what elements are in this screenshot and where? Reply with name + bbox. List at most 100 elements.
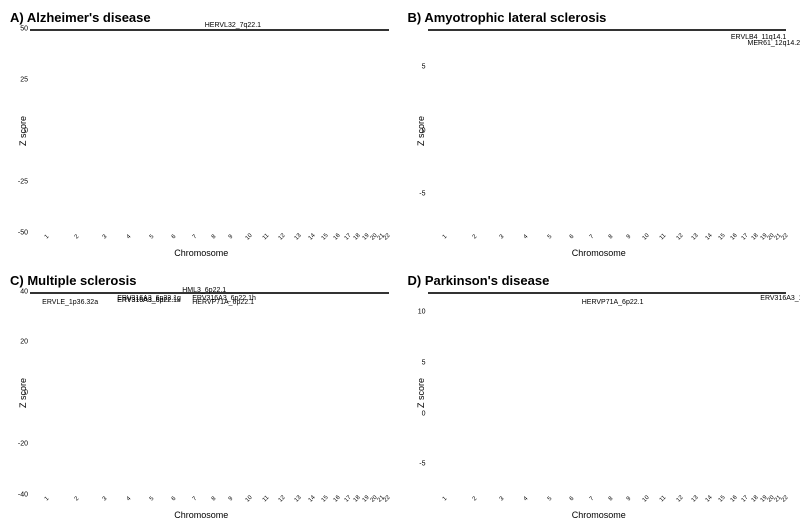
x-tick-label: 9 [228, 496, 235, 503]
x-tick-label: 17 [343, 232, 352, 241]
x-tick-label: 17 [741, 495, 750, 504]
x-tick-label: 8 [211, 233, 218, 240]
x-tick-label: 9 [626, 496, 633, 503]
x-tick-label: 10 [244, 232, 253, 241]
x-tick-label: 17 [343, 495, 352, 504]
x-tick-label: 16 [730, 232, 739, 241]
panel-title: C) Multiple sclerosis [10, 273, 393, 288]
x-tick-label: 12 [278, 495, 287, 504]
x-tick-label: 8 [608, 496, 615, 503]
x-tick-label: 1 [44, 496, 51, 503]
plot-wrap: Z score -505 ERVLB4_11q14.1MER61_12q14.2… [428, 29, 787, 233]
x-tick-label: 13 [691, 495, 700, 504]
y-ticks: -40-2002040 [12, 292, 28, 496]
x-tick-label: 11 [261, 495, 270, 504]
annotation-label: HERVP71A_6p22.1 [582, 299, 644, 306]
x-tick-label: 6 [171, 233, 178, 240]
panel-title: D) Parkinson's disease [408, 273, 791, 288]
x-tick-label: 22 [383, 232, 392, 241]
x-tick-label: 1 [442, 496, 449, 503]
annotation-label: MER61_12q14.2 [748, 40, 800, 47]
x-tick-label: 16 [332, 232, 341, 241]
x-tick-label: 7 [191, 233, 198, 240]
x-ticks: 12345678910111213141516171819202122 [30, 235, 389, 245]
y-tick-label: 40 [12, 288, 28, 295]
x-tick-label: 11 [659, 495, 668, 504]
x-tick-label: 15 [718, 232, 727, 241]
y-tick-label: -25 [12, 178, 28, 185]
x-tick-label: 18 [751, 232, 760, 241]
x-ticks: 12345678910111213141516171819202122 [30, 497, 389, 507]
x-tick-label: 3 [102, 233, 109, 240]
x-ticks: 12345678910111213141516171819202122 [428, 235, 787, 245]
panel-title: B) Amyotrophic lateral sclerosis [408, 10, 791, 25]
y-tick-label: 25 [12, 76, 28, 83]
x-tick-label: 7 [589, 496, 596, 503]
x-tick-label: 1 [44, 233, 51, 240]
x-tick-label: 2 [472, 496, 479, 503]
x-tick-label: 8 [211, 496, 218, 503]
annotation-label: HML3_6p22.1 [182, 287, 226, 294]
x-tick-label: 22 [383, 495, 392, 504]
x-tick-label: 18 [751, 495, 760, 504]
x-axis-label: Chromosome [408, 248, 791, 258]
annotation-label: ERV316A3_17q21.31 [760, 295, 800, 302]
x-tick-label: 4 [523, 233, 530, 240]
x-tick-label: 5 [149, 496, 156, 503]
x-tick-label: 8 [608, 233, 615, 240]
annotation-label: ERVLE_1p36.32a [42, 299, 98, 306]
x-tick-label: 14 [307, 495, 316, 504]
y-ticks: -505 [410, 29, 426, 233]
plot-wrap: Z score -40-2002040 HML3_6p22.1ERVLE_1p3… [30, 292, 389, 496]
x-tick-label: 22 [780, 232, 789, 241]
annotation-label: HERVL32_7q22.1 [205, 22, 261, 29]
x-tick-label: 22 [780, 495, 789, 504]
x-tick-label: 3 [102, 496, 109, 503]
x-tick-label: 13 [294, 232, 303, 241]
plot-area: ERV316A3_17q21.31HERVP71A_6p22.1 [428, 292, 787, 294]
x-tick-label: 11 [261, 232, 270, 241]
x-tick-label: 4 [126, 233, 133, 240]
y-tick-label: -20 [12, 441, 28, 448]
x-tick-label: 12 [676, 232, 685, 241]
x-tick-label: 14 [705, 495, 714, 504]
x-tick-label: 16 [332, 495, 341, 504]
y-tick-label: -50 [12, 229, 28, 236]
x-tick-label: 7 [589, 233, 596, 240]
x-tick-label: 14 [307, 232, 316, 241]
x-axis-label: Chromosome [10, 510, 393, 520]
x-tick-label: 2 [472, 233, 479, 240]
x-tick-label: 12 [676, 495, 685, 504]
panel-b: B) Amyotrophic lateral sclerosis Z score… [408, 10, 791, 258]
x-tick-label: 13 [294, 495, 303, 504]
panel-a: A) Alzheimer's disease Z score -50-25025… [10, 10, 393, 258]
plot-wrap: Z score -50-2502550 HERVL32_7q22.1 12345… [30, 29, 389, 233]
x-tick-label: 15 [718, 495, 727, 504]
y-tick-label: 20 [12, 339, 28, 346]
x-tick-label: 12 [278, 232, 287, 241]
x-tick-label: 2 [74, 233, 81, 240]
x-tick-label: 9 [626, 233, 633, 240]
x-tick-label: 6 [568, 233, 575, 240]
x-axis-label: Chromosome [408, 510, 791, 520]
x-tick-label: 11 [659, 232, 668, 241]
x-tick-label: 5 [546, 233, 553, 240]
x-tick-label: 6 [568, 496, 575, 503]
x-tick-label: 2 [74, 496, 81, 503]
y-tick-label: 0 [410, 127, 426, 134]
x-tick-label: 17 [741, 232, 750, 241]
plot-area: HML3_6p22.1ERVLE_1p36.32aERV316A3_6p22.1… [30, 292, 389, 294]
y-tick-label: 50 [12, 26, 28, 33]
x-tick-label: 4 [523, 496, 530, 503]
x-tick-label: 15 [320, 232, 329, 241]
x-tick-label: 15 [320, 495, 329, 504]
plot-area: ERVLB4_11q14.1MER61_12q14.2 [428, 29, 787, 31]
y-tick-label: 0 [12, 390, 28, 397]
x-tick-label: 9 [228, 233, 235, 240]
y-tick-label: -5 [410, 191, 426, 198]
x-tick-label: 3 [499, 233, 506, 240]
x-tick-label: 14 [705, 232, 714, 241]
y-tick-label: 0 [12, 127, 28, 134]
y-tick-label: -40 [12, 492, 28, 499]
x-tick-label: 6 [171, 496, 178, 503]
